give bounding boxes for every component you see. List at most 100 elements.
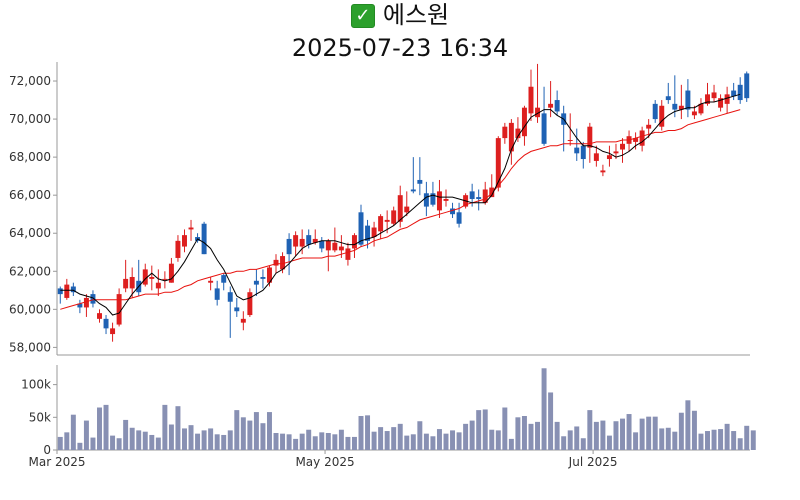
candle-body <box>476 197 482 199</box>
volume-bar <box>574 426 580 450</box>
candle-body <box>718 98 724 108</box>
candle-body <box>606 155 612 160</box>
volume-bar <box>587 410 593 450</box>
candle-body <box>97 313 102 319</box>
volume-bar <box>495 430 501 450</box>
candle-body <box>528 86 534 114</box>
volume-bar <box>378 427 384 450</box>
volume-bar <box>201 430 207 450</box>
candle-body <box>188 227 194 230</box>
volume-bar <box>83 420 89 450</box>
candle-body <box>103 318 109 329</box>
volume-bar <box>423 433 429 450</box>
candle-body <box>358 212 364 245</box>
chart-title: ✓ 에스원 <box>0 0 800 30</box>
candle-body <box>620 143 625 150</box>
candle-body <box>469 191 475 199</box>
price-y-tick-label: 58,000 <box>9 340 51 354</box>
volume-bar <box>77 442 83 450</box>
volume-bar <box>260 423 266 450</box>
volume-bar <box>613 421 619 450</box>
candle-body <box>168 263 174 283</box>
volume-bar <box>345 436 351 450</box>
candle-body <box>554 100 560 112</box>
volume-bar <box>90 437 96 450</box>
candle-body <box>731 90 737 97</box>
candle-body <box>312 238 318 243</box>
candle-body <box>541 113 547 144</box>
candle-body <box>515 128 521 139</box>
candle-body <box>253 280 259 285</box>
volume-bar <box>489 429 495 450</box>
volume-bar <box>97 407 102 450</box>
candle-body <box>482 189 488 203</box>
volume-bar <box>430 436 436 450</box>
volume-bar <box>554 421 560 450</box>
candle-body <box>456 212 462 224</box>
volume-bar <box>175 406 181 450</box>
candle-body <box>240 318 246 323</box>
ma5-line <box>60 93 741 316</box>
candle-body <box>351 235 357 249</box>
candle-body <box>698 103 704 114</box>
candle-body <box>182 235 187 247</box>
price-y-tick-label: 62,000 <box>9 264 51 278</box>
candle-body <box>489 187 495 198</box>
volume-bar <box>561 436 567 450</box>
price-y-tick-label: 64,000 <box>9 226 51 240</box>
volume-bar <box>626 414 632 450</box>
candle-body <box>365 225 371 241</box>
volume-bar <box>750 430 756 450</box>
volume-bar <box>227 430 233 450</box>
candle-body <box>221 275 227 283</box>
volume-bar <box>319 432 325 450</box>
candle-body <box>724 94 730 104</box>
volume-bar <box>208 428 214 450</box>
candle-body <box>325 240 331 251</box>
volume-bar <box>580 438 586 450</box>
volume-bar <box>273 433 279 450</box>
volume-bar <box>410 434 416 450</box>
candle-body <box>299 238 305 247</box>
volume-plot <box>57 368 756 450</box>
volume-bar <box>351 436 357 450</box>
candle-body <box>162 278 168 280</box>
volume-bar <box>234 410 240 450</box>
volume-bar <box>705 431 710 450</box>
candle-body <box>580 145 586 160</box>
candle-body <box>495 138 501 188</box>
volume-bar <box>306 429 312 450</box>
volume-bar <box>718 429 724 450</box>
candle-body <box>652 103 658 120</box>
candle-body <box>345 248 351 260</box>
candle-body <box>227 292 233 302</box>
candle-body <box>391 210 397 224</box>
volume-bar <box>672 431 678 450</box>
volume-bar <box>731 431 737 450</box>
candle-body <box>306 235 312 245</box>
candle-body <box>443 198 449 201</box>
candle-body <box>404 206 410 213</box>
volume-bar <box>103 404 109 450</box>
candle-body <box>338 246 344 251</box>
candle-body <box>293 235 299 247</box>
volume-bar <box>365 415 371 450</box>
candle-body <box>593 153 599 161</box>
volume-bar <box>57 436 63 450</box>
price-y-tick-label: 72,000 <box>9 74 51 88</box>
volume-bar <box>443 433 449 450</box>
candle-body <box>659 105 665 127</box>
check-icon: ✓ <box>350 4 375 28</box>
candle-body <box>521 107 527 137</box>
candle-body <box>266 267 272 283</box>
volume-bar <box>463 423 469 450</box>
chart-timestamp: 2025-07-23 16:34 <box>291 34 509 62</box>
candle-body <box>705 94 710 104</box>
volume-bar <box>659 428 665 450</box>
volume-bar <box>652 416 658 450</box>
volume-bar <box>450 430 456 450</box>
candle-body <box>149 276 155 279</box>
candle-body <box>744 73 750 99</box>
volume-bar <box>724 423 730 450</box>
